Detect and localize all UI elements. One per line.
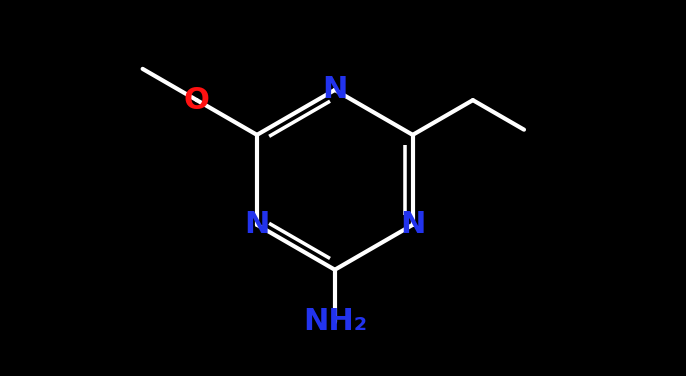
Text: NH₂: NH₂ — [303, 307, 367, 337]
Text: N: N — [244, 210, 270, 239]
Text: N: N — [322, 76, 348, 105]
Text: N: N — [400, 210, 425, 239]
Text: O: O — [184, 86, 210, 115]
